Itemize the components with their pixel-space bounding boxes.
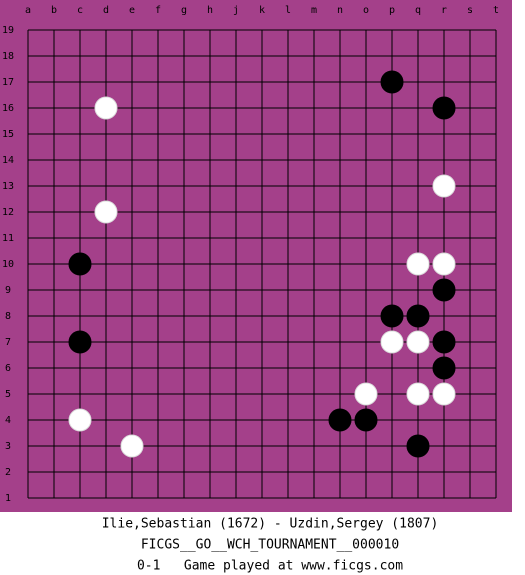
row-label: 13: [2, 181, 14, 192]
row-label: 14: [2, 155, 14, 166]
row-label: 15: [2, 129, 14, 140]
black-stone: [406, 434, 430, 458]
white-stone: [406, 382, 430, 406]
column-label: f: [155, 5, 161, 16]
column-label: s: [467, 5, 473, 16]
row-label: 16: [2, 103, 14, 114]
result: 0-1 Game played at www.ficgs.com: [137, 559, 403, 574]
white-stone: [94, 200, 118, 224]
column-label: d: [103, 5, 109, 16]
row-label: 9: [5, 285, 11, 296]
white-stone: [432, 174, 456, 198]
row-label: 12: [2, 207, 14, 218]
column-label: a: [25, 5, 31, 16]
column-label: b: [51, 5, 57, 16]
column-label: c: [77, 5, 83, 16]
row-label: 4: [5, 415, 11, 426]
column-label: e: [129, 5, 135, 16]
black-stone: [328, 408, 352, 432]
black-stone: [354, 408, 378, 432]
black-stone: [432, 356, 456, 380]
white-stone: [406, 330, 430, 354]
column-label: n: [337, 5, 343, 16]
black-stone: [432, 96, 456, 120]
white-stone: [432, 382, 456, 406]
black-stone: [432, 330, 456, 354]
column-label: p: [389, 5, 395, 16]
row-label: 1: [5, 493, 11, 504]
column-label: o: [363, 5, 369, 16]
row-label: 2: [5, 467, 11, 478]
row-label: 5: [5, 389, 11, 400]
black-stone: [432, 278, 456, 302]
column-label: g: [181, 5, 187, 16]
column-label: h: [207, 5, 213, 16]
players: Ilie,Sebastian (1672) - Uzdin,Sergey (18…: [102, 517, 439, 532]
column-label: l: [285, 5, 291, 16]
row-label: 10: [2, 259, 14, 270]
white-stone: [68, 408, 92, 432]
column-label: m: [311, 5, 317, 16]
row-label: 7: [5, 337, 11, 348]
white-stone: [406, 252, 430, 276]
stones: [68, 70, 456, 458]
row-label: 6: [5, 363, 11, 374]
white-stone: [120, 434, 144, 458]
coordinates: a b c d e f g h j k l m n o p q r s t191817161514131211109…: [2, 5, 499, 504]
black-stone: [380, 304, 404, 328]
black-stone: [406, 304, 430, 328]
white-stone: [432, 252, 456, 276]
event: FICGS__GO__WCH_TOURNAMENT__000010: [141, 538, 399, 553]
row-label: 19: [2, 25, 14, 36]
row-label: 17: [2, 77, 14, 88]
white-stone: [380, 330, 404, 354]
column-label: j: [233, 5, 239, 16]
white-stone: [354, 382, 378, 406]
black-stone: [380, 70, 404, 94]
column-label: t: [493, 5, 499, 16]
column-label: q: [415, 5, 421, 16]
column-label: r: [441, 5, 447, 16]
black-stone: [68, 252, 92, 276]
black-stone: [68, 330, 92, 354]
column-label: k: [259, 5, 265, 16]
row-label: 8: [5, 311, 11, 322]
row-label: 18: [2, 51, 14, 62]
row-label: 3: [5, 441, 11, 452]
row-label: 11: [2, 233, 14, 244]
white-stone: [94, 96, 118, 120]
